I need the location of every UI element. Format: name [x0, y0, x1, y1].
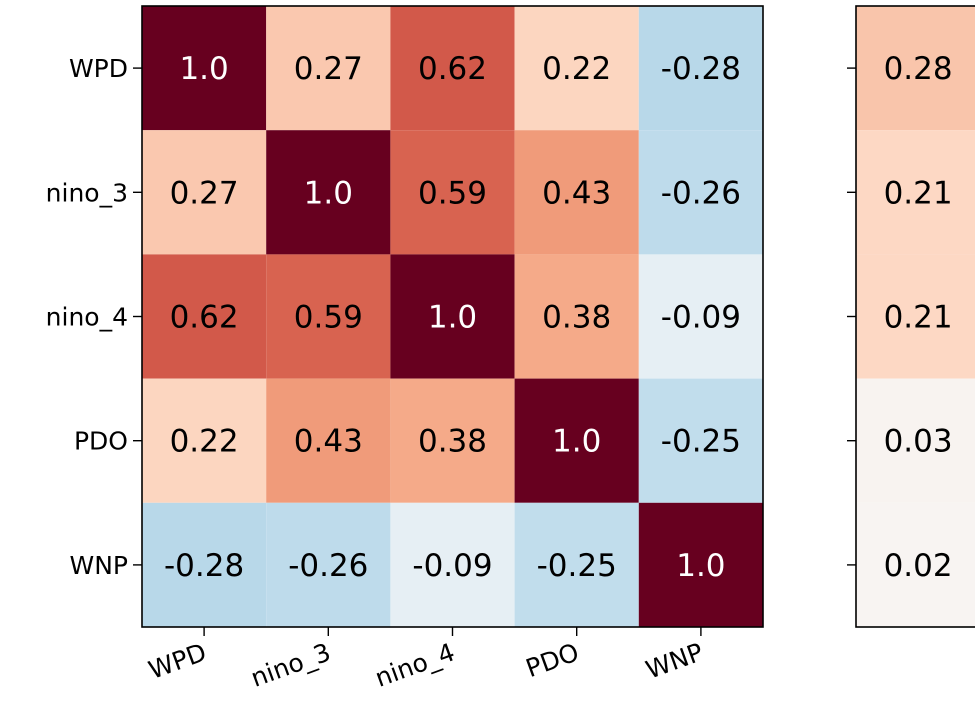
- main-cell-label-1-0: 0.27: [170, 175, 239, 211]
- main-cell-label-3-4: -0.25: [661, 424, 741, 460]
- main-cell-label-0-1: 0.27: [294, 51, 363, 87]
- main-cell-label-0-4: -0.28: [661, 51, 741, 87]
- main-cell-label-1-3: 0.43: [542, 175, 611, 211]
- main-cell-0-1: [266, 6, 391, 131]
- main-cell-label-4-3: -0.25: [537, 548, 617, 584]
- main-cell-label-3-0: 0.22: [170, 424, 239, 460]
- main-cell-2-2: [390, 254, 515, 379]
- main-cell-label-4-0: -0.28: [164, 548, 244, 584]
- main-cell-4-4: [638, 502, 763, 627]
- main-ytick-label-3: PDO: [74, 427, 128, 456]
- main-cell-label-2-2: 1.0: [428, 300, 477, 336]
- main-cell-label-4-4: 1.0: [676, 548, 725, 584]
- main-cell-2-3: [514, 254, 639, 379]
- main-xtick-label-2: nino_4: [371, 637, 458, 692]
- main-xtick-label-0: WPD: [145, 637, 210, 684]
- main-cell-0-4: [638, 6, 763, 131]
- main-cell-label-3-1: 0.43: [294, 424, 363, 460]
- side-cell-label-4-0: 0.02: [884, 548, 953, 584]
- main-cell-0-2: [390, 6, 515, 131]
- side-cell-label-0-0: 0.28: [884, 51, 953, 87]
- main-cell-label-2-3: 0.38: [542, 300, 611, 336]
- main-cell-label-1-2: 0.59: [418, 175, 487, 211]
- side-cell-3-0: [856, 378, 975, 503]
- main-cell-label-2-4: -0.09: [661, 300, 741, 336]
- main-cell-0-0: [142, 6, 267, 131]
- main-cell-1-0: [142, 130, 267, 255]
- main-cell-0-3: [514, 6, 639, 131]
- main-cell-label-4-2: -0.09: [412, 548, 492, 584]
- main-cell-2-4: [638, 254, 763, 379]
- main-cell-3-3: [514, 378, 639, 503]
- main-ytick-label-4: WNP: [70, 551, 129, 580]
- main-cell-label-3-3: 1.0: [552, 424, 601, 460]
- side-cell-label-1-0: 0.21: [884, 175, 953, 211]
- main-cell-3-1: [266, 378, 391, 503]
- main-xtick-label-4: WNP: [642, 637, 707, 684]
- main-cell-1-4: [638, 130, 763, 255]
- main-cell-4-3: [514, 502, 639, 627]
- main-xtick-label-3: PDO: [522, 637, 583, 683]
- main-cell-1-1: [266, 130, 391, 255]
- main-cell-4-2: [390, 502, 515, 627]
- main-cell-1-2: [390, 130, 515, 255]
- main-cell-4-1: [266, 502, 391, 627]
- main-cell-label-1-4: -0.26: [661, 175, 741, 211]
- main-cell-label-2-0: 0.62: [170, 300, 239, 336]
- main-cell-1-3: [514, 130, 639, 255]
- main-cell-2-1: [266, 254, 391, 379]
- main-cell-label-0-0: 1.0: [179, 51, 228, 87]
- main-cell-label-1-1: 1.0: [304, 175, 353, 211]
- side-heatmap: 0.28 0.21 0.21 0.03 0.02: [847, 5, 975, 628]
- main-ytick-label-2: nino_4: [46, 303, 128, 332]
- side-cell-label-3-0: 0.03: [884, 424, 953, 460]
- main-ytick-label-1: nino_3: [46, 178, 128, 207]
- main-cell-label-0-2: 0.62: [418, 51, 487, 87]
- main-cell-label-2-1: 0.59: [294, 300, 363, 336]
- main-cell-3-4: [638, 378, 763, 503]
- main-cell-label-0-3: 0.22: [542, 51, 611, 87]
- correlation-heatmap: 1.0 0.27 0.62 0.22 -0.28 0.27 1.0 0.59 0.43 -0.26…: [46, 5, 764, 693]
- main-cell-3-2: [390, 378, 515, 503]
- main-ytick-label-0: WPD: [69, 54, 128, 83]
- side-cell-0-0: [856, 6, 975, 131]
- main-cell-2-0: [142, 254, 267, 379]
- side-cell-2-0: [856, 254, 975, 379]
- side-cell-1-0: [856, 130, 975, 255]
- main-cell-4-0: [142, 502, 267, 627]
- main-xtick-label-1: nino_3: [247, 637, 334, 692]
- main-cell-3-0: [142, 378, 267, 503]
- side-cell-label-2-0: 0.21: [884, 300, 953, 336]
- main-cell-label-3-2: 0.38: [418, 424, 487, 460]
- main-cell-label-4-1: -0.26: [288, 548, 368, 584]
- side-cell-4-0: [856, 502, 975, 627]
